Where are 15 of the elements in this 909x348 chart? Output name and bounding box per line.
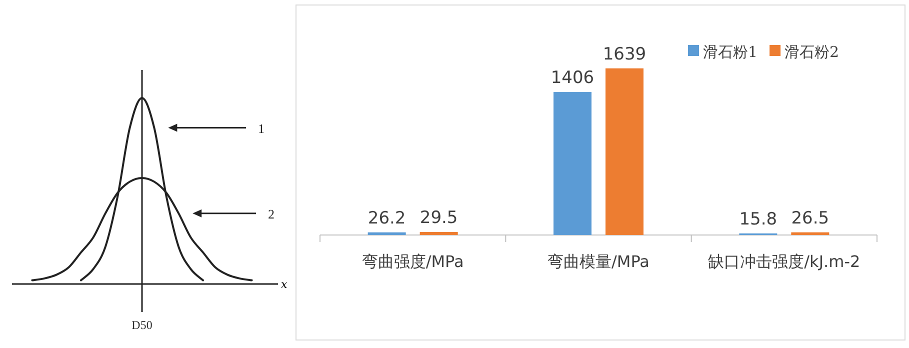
data-label: 29.5 xyxy=(420,208,458,228)
legend-label: 滑石粉2 xyxy=(784,43,840,61)
legend-label: 2 xyxy=(268,206,274,222)
data-label: 1406 xyxy=(550,68,594,88)
text: 1 xyxy=(258,120,264,136)
x-tick-label: 弯曲模量/MPa xyxy=(548,252,650,271)
x-tick-label: 缺口冲击强度/kJ.m-2 xyxy=(708,252,860,271)
data-label: 1639 xyxy=(602,44,646,64)
x-axis-title: x xyxy=(281,278,288,291)
data-label: 15.8 xyxy=(739,209,778,230)
x-tick-label: 弯曲强度/MPa xyxy=(362,252,464,271)
data-label: 26.5 xyxy=(791,208,830,228)
text: D50 xyxy=(132,318,152,332)
legend-label: 滑石粉1 xyxy=(703,43,758,61)
data-label: 26.2 xyxy=(368,208,406,228)
